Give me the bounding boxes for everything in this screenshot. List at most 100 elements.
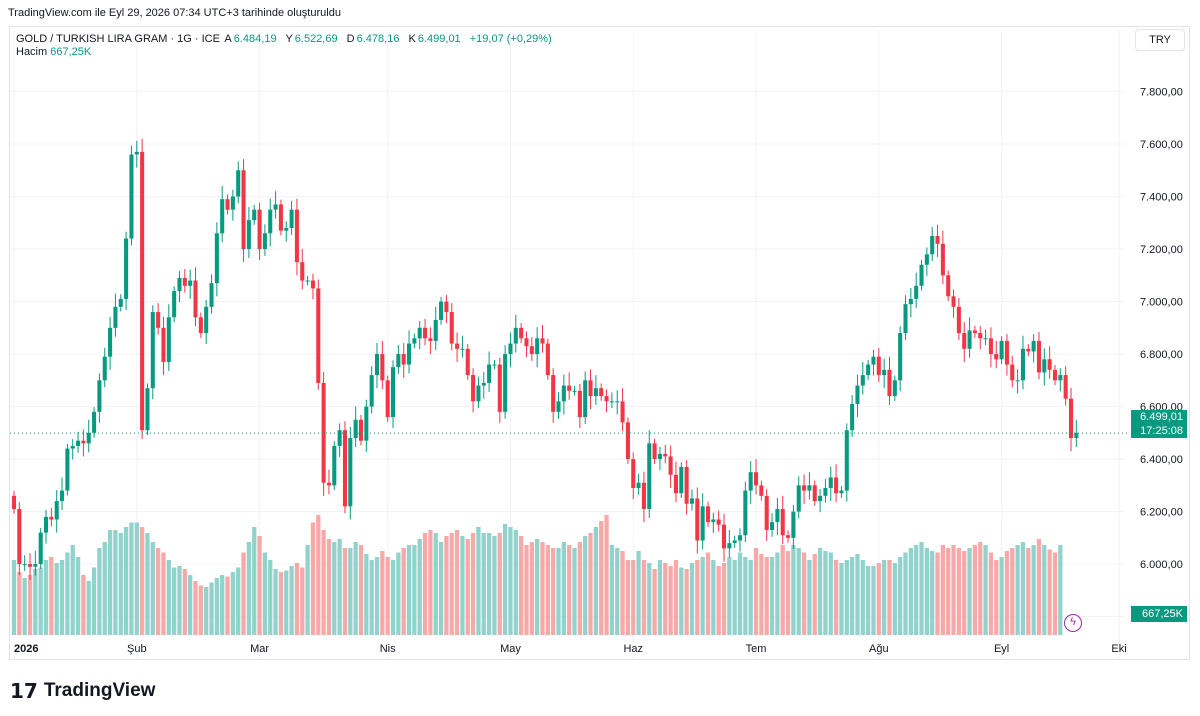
- candle-body: [615, 401, 620, 403]
- candle-body: [348, 438, 353, 507]
- volume-bar: [156, 548, 161, 635]
- volume-bar: [753, 548, 759, 635]
- volume-bar: [876, 563, 881, 635]
- volume-bar: [849, 557, 855, 635]
- volume-bar: [241, 552, 246, 635]
- candle-body: [876, 356, 881, 376]
- candle-body: [439, 301, 444, 320]
- volume-bar: [118, 533, 123, 635]
- candle-body: [588, 380, 593, 397]
- volume-bar: [252, 527, 257, 635]
- volume-label: Hacim: [16, 46, 48, 58]
- candle-body: [214, 233, 219, 284]
- volume-bar: [236, 567, 241, 635]
- candle-body: [508, 343, 513, 355]
- volume-bar: [107, 530, 113, 635]
- candle-body: [1068, 398, 1074, 439]
- volume-bar: [268, 560, 273, 635]
- volume-bar: [935, 552, 940, 635]
- candle-body: [705, 506, 711, 523]
- candle-body: [871, 356, 876, 365]
- volume-bar: [204, 587, 209, 635]
- candle-body: [230, 196, 235, 210]
- candle-body: [246, 220, 251, 250]
- volume-bar: [636, 551, 641, 635]
- candle-body: [684, 466, 689, 504]
- volume-bar: [940, 545, 946, 635]
- close-label: K: [408, 33, 416, 45]
- volume-bar: [1015, 545, 1020, 635]
- volume-bar: [764, 557, 769, 635]
- low-label: D: [346, 33, 355, 45]
- volume-bar: [780, 545, 785, 635]
- volume-bar: [572, 548, 577, 635]
- volume-bar: [716, 566, 721, 635]
- candle-body: [401, 354, 406, 365]
- tradingview-logo[interactable]: 17 TradingView: [10, 679, 155, 703]
- candle-body: [689, 498, 694, 504]
- candle-body: [930, 235, 935, 255]
- volume-bar: [454, 530, 460, 635]
- volume-bar: [962, 551, 967, 635]
- volume-bar: [583, 536, 588, 635]
- volume-bar: [556, 548, 561, 635]
- candle-body: [65, 448, 70, 491]
- y-tick-label: 6.200,00: [1140, 507, 1183, 519]
- candle-body: [882, 369, 887, 376]
- candle-body: [946, 275, 951, 297]
- candle-body: [321, 382, 326, 483]
- candle-body: [732, 540, 737, 544]
- flash-icon[interactable]: ϟ: [1064, 614, 1082, 632]
- volume-bar: [492, 536, 497, 635]
- candle-body: [636, 482, 641, 488]
- volume-bar: [438, 542, 444, 635]
- volume-bar: [177, 566, 182, 635]
- volume-bar: [481, 533, 486, 635]
- volume-bar: [182, 569, 187, 635]
- volume-bar: [374, 557, 380, 635]
- volume-bar: [220, 575, 225, 635]
- y-tick-label: 7.800,00: [1140, 87, 1183, 99]
- candle-body: [257, 209, 262, 250]
- candle-body: [620, 401, 625, 423]
- candle-body: [49, 516, 54, 520]
- candle-body: [166, 317, 171, 362]
- candle-body: [780, 508, 785, 536]
- candle-body: [369, 375, 374, 407]
- chart-frame[interactable]: [9, 26, 1190, 660]
- candle-body: [1047, 359, 1052, 370]
- x-tick-label: Eyl: [994, 643, 1009, 655]
- volume-bar: [305, 545, 310, 635]
- x-tick-label: Eki: [1111, 643, 1126, 655]
- symbol-name[interactable]: GOLD / TURKISH LIRA GRAM · 1G · ICE: [16, 33, 220, 45]
- candle-body: [850, 403, 855, 431]
- candle-body: [513, 327, 518, 344]
- candle-body: [134, 151, 139, 155]
- candle-body: [652, 443, 657, 460]
- volume-bar: [1031, 545, 1036, 635]
- candle-body: [385, 380, 390, 418]
- candle-body: [695, 498, 700, 541]
- volume-bar: [588, 533, 593, 635]
- candle-body: [924, 254, 929, 265]
- candle-body: [278, 204, 283, 231]
- candle-body: [188, 280, 193, 286]
- candle-body: [967, 330, 972, 349]
- volume-bar: [727, 557, 732, 635]
- candle-body: [380, 354, 385, 381]
- volume-value: 667,25K: [50, 46, 92, 58]
- candle-body: [540, 338, 545, 344]
- volume-bar: [817, 548, 823, 635]
- currency-button[interactable]: TRY: [1135, 29, 1185, 51]
- candle-body: [940, 243, 945, 276]
- candle-body: [428, 338, 433, 341]
- volume-bar: [748, 560, 753, 635]
- volume-bar: [134, 522, 139, 635]
- volume-bar: [449, 533, 454, 635]
- volume-bar: [470, 533, 476, 635]
- volume-bar: [641, 560, 647, 635]
- candle-body: [150, 312, 155, 389]
- candle-body: [770, 522, 775, 530]
- volume-bar: [188, 575, 193, 635]
